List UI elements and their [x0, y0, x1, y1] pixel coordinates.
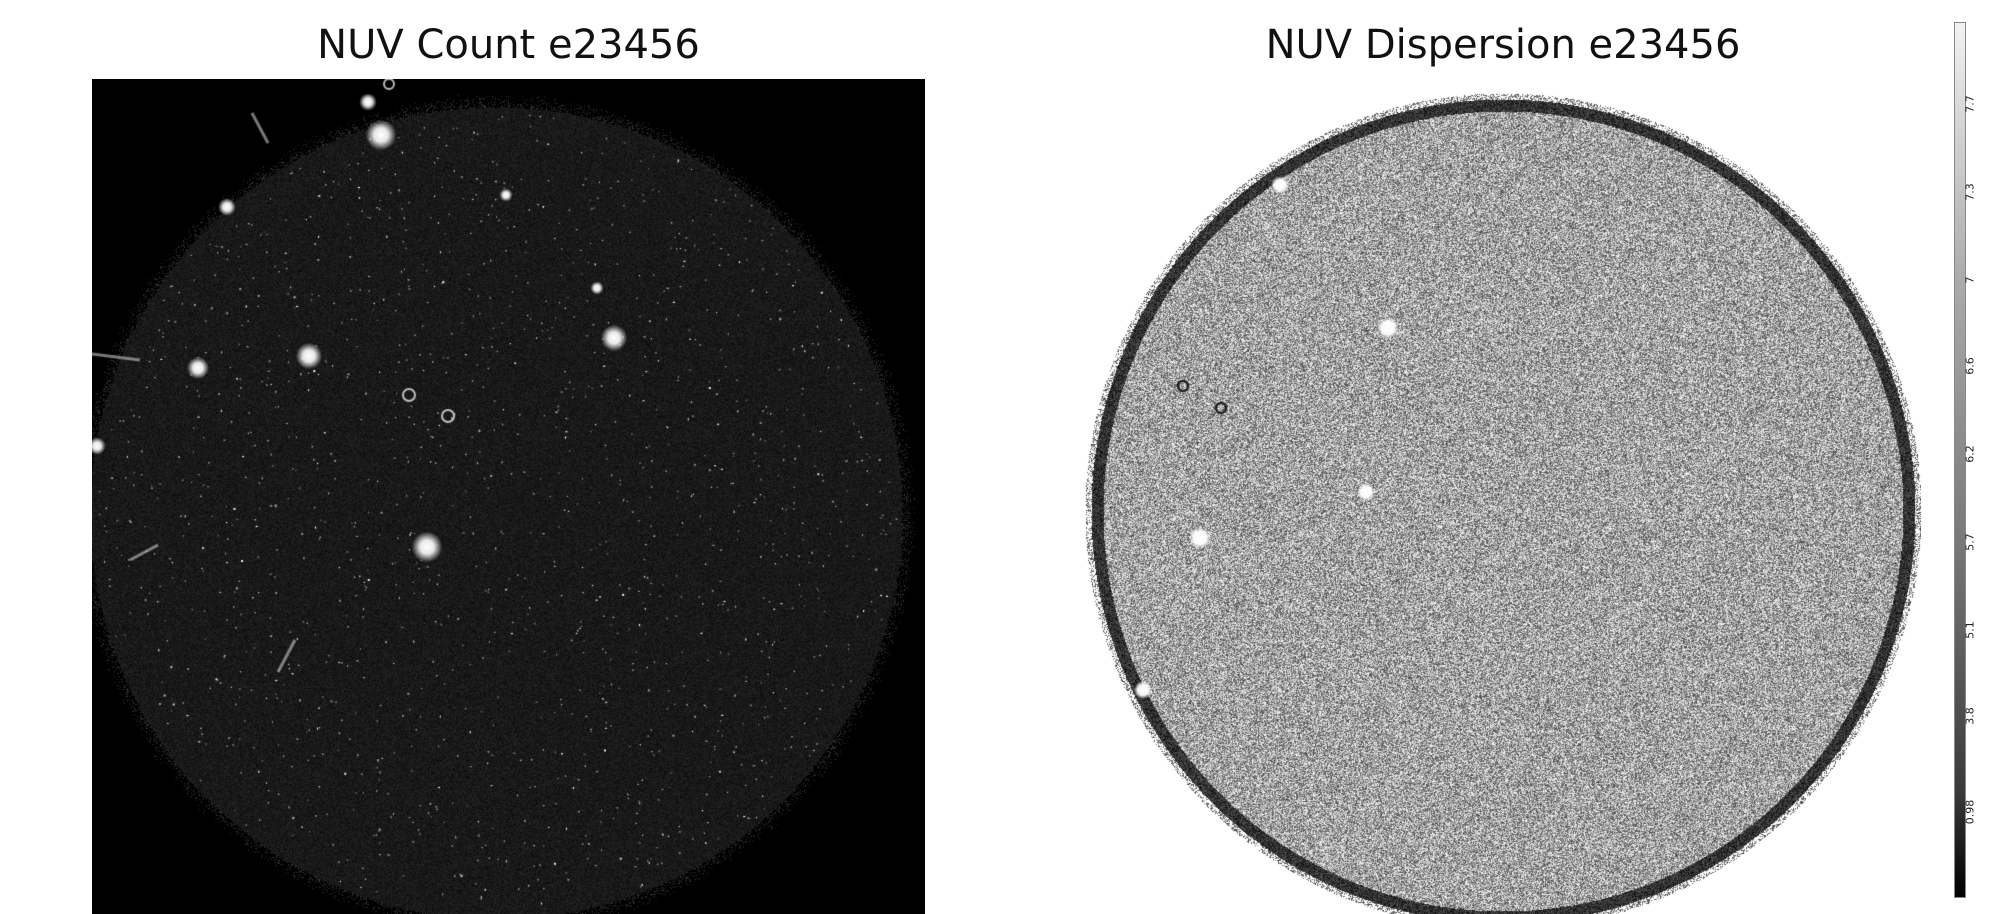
- colorbar-gradient: [1954, 22, 1966, 898]
- dispersion-image-title: NUV Dispersion e23456: [1265, 22, 1741, 68]
- count-image: [92, 79, 925, 914]
- dispersion-image: [1085, 79, 1921, 914]
- colorbar-tick: 7: [1963, 276, 1977, 284]
- colorbar-tick: 6.2: [1963, 445, 1977, 463]
- colorbar: 7.7 7.3 7 6.6 6.2 5.7 5.1 3.8 0.98: [1948, 22, 2000, 898]
- count-image-canvas: [92, 79, 925, 914]
- colorbar-tick: 0.98: [1963, 799, 1977, 825]
- colorbar-tick: 6.6: [1963, 357, 1977, 375]
- colorbar-tick: 3.8: [1963, 707, 1977, 725]
- count-image-title: NUV Count e23456: [317, 22, 700, 68]
- colorbar-tick: 5.1: [1963, 621, 1977, 639]
- dispersion-image-canvas: [1085, 79, 1921, 914]
- colorbar-tick: 7.7: [1963, 95, 1977, 113]
- colorbar-tick: 7.3: [1963, 183, 1977, 201]
- colorbar-tick: 5.7: [1963, 533, 1977, 551]
